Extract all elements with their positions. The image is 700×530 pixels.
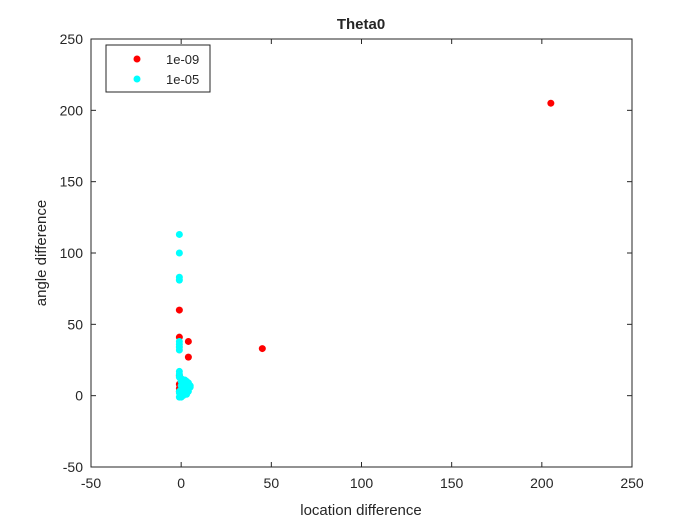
- x-tick-label: 100: [350, 475, 374, 491]
- data-point: [547, 99, 555, 107]
- data-point: [183, 390, 191, 398]
- y-tick-label: 50: [67, 316, 83, 332]
- x-tick-label: 50: [264, 475, 280, 491]
- chart-title: Theta0: [337, 16, 385, 33]
- data-point: [175, 230, 183, 238]
- y-tick-label: -50: [63, 459, 83, 475]
- y-tick-label: 0: [75, 388, 83, 404]
- data-point: [175, 276, 183, 284]
- legend-entry-label: 1e-05: [166, 72, 199, 87]
- x-axis-label: location difference: [300, 502, 421, 519]
- data-point: [184, 353, 192, 361]
- y-tick-label: 200: [60, 102, 84, 118]
- x-tick-label: 150: [440, 475, 464, 491]
- data-point: [184, 383, 192, 391]
- legend-entry-label: 1e-09: [166, 52, 199, 67]
- data-point: [184, 337, 192, 345]
- data-point: [175, 306, 183, 314]
- data-point: [258, 345, 266, 353]
- y-axis-label: angle difference: [33, 200, 50, 306]
- data-point: [175, 249, 183, 257]
- x-tick-label: 250: [620, 475, 644, 491]
- legend-marker: [133, 55, 141, 63]
- x-tick-label: 200: [530, 475, 554, 491]
- y-tick-label: 250: [60, 31, 84, 47]
- legend-box: [105, 44, 211, 93]
- y-tick-label: 100: [60, 245, 84, 261]
- axis-ticks: -50 0 50 100 150 200 250 -50 0 50 100 150 200 250: [60, 31, 644, 491]
- x-tick-label: 0: [177, 475, 185, 491]
- data-point: [175, 346, 183, 354]
- data-points: [175, 99, 555, 401]
- series-1: [175, 230, 194, 401]
- legend-marker: [133, 75, 141, 83]
- legend: 1e-09 1e-05: [105, 44, 211, 93]
- y-tick-label: 150: [60, 174, 84, 190]
- x-tick-label: -50: [81, 475, 101, 491]
